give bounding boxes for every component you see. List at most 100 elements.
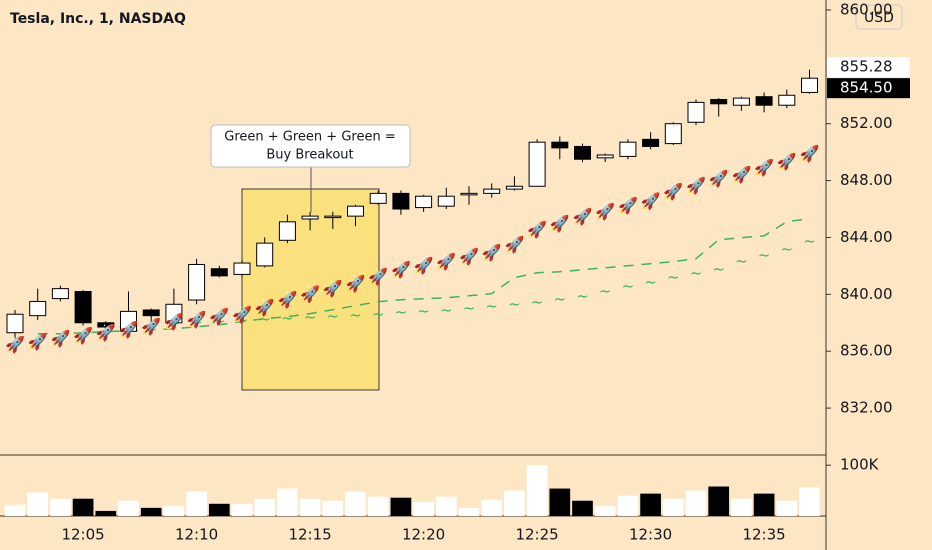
candle-body (29, 300, 47, 317)
tilde-marker: ~ (508, 295, 521, 313)
volume-bar (50, 498, 71, 516)
candle-body (233, 262, 251, 275)
candle-body (437, 195, 455, 207)
volume-bar (118, 500, 139, 516)
rocket-marker: 🚀 (731, 165, 751, 184)
rocket-marker: 🚀 (527, 220, 547, 239)
tilde-marker: ~ (622, 277, 635, 295)
currency-label[interactable]: USD (864, 10, 894, 26)
candle-body (188, 263, 206, 301)
volume-bar (322, 500, 344, 516)
candle-body (256, 242, 274, 267)
candle-body (165, 303, 183, 324)
currency-badge[interactable] (855, 4, 903, 30)
volume-bar (140, 507, 162, 516)
tilde-marker: ~ (395, 303, 408, 321)
candle-body (51, 288, 69, 300)
candle-body (801, 77, 818, 93)
x-tick-label: 12:35 (742, 526, 785, 544)
x-tick-label: 12:05 (61, 526, 104, 544)
candle-body (301, 215, 319, 220)
volume-bar (708, 486, 730, 516)
volume-bar (731, 498, 752, 516)
volume-bar (458, 507, 480, 516)
rocket-marker: 🚀 (28, 332, 48, 351)
candle-body (278, 221, 296, 241)
volume-bar (526, 465, 548, 516)
rocket-marker: 🚀 (709, 169, 729, 188)
candle-body (483, 188, 501, 194)
candle-body (710, 99, 728, 105)
volume-bar (504, 490, 525, 516)
rocket-marker: 🚀 (595, 202, 615, 221)
rocket-marker: 🚀 (686, 176, 706, 195)
y-tick-label: 840.00 (840, 285, 893, 303)
volume-bar (208, 503, 230, 516)
volume-layer (4, 465, 820, 516)
rocket-marker: 🚀 (255, 298, 275, 317)
rocket-marker: 🚀 (368, 267, 388, 286)
tilde-marker: ~ (667, 268, 680, 286)
volume-bar (231, 503, 253, 516)
price-label-box (827, 57, 910, 78)
tilde-marker: ~ (690, 264, 703, 282)
price-label: 855.28 (840, 58, 893, 76)
volume-bar (27, 492, 49, 516)
candle-body (6, 313, 24, 334)
tilde-marker: ~ (712, 260, 725, 278)
x-tick-label: 12:15 (288, 526, 331, 544)
y-tick-label: 848.00 (840, 171, 893, 189)
tilde-marker: ~ (644, 273, 657, 291)
layers: ~~~~~~~~~~~~~~~~~~~~~~~~~~~~~🚀🚀🚀🚀🚀🚀🚀🚀🚀🚀🚀… (4, 69, 820, 516)
price-label-box (827, 78, 910, 99)
rocket-marker: 🚀 (73, 326, 93, 345)
price-label: 854.50 (840, 79, 893, 97)
volume-bar (254, 498, 276, 516)
rocket-marker: 🚀 (346, 274, 366, 293)
tilde-marker: ~ (440, 301, 453, 319)
y-tick-label: 852.00 (840, 114, 893, 132)
volume-bar (481, 499, 503, 516)
rocket-marker: 🚀 (754, 158, 774, 177)
rocket-marker: 🚀 (5, 335, 25, 354)
callout-box (210, 124, 411, 168)
candle-body (97, 322, 115, 328)
volume-bar (662, 498, 684, 516)
rocket-marker: 🚀 (663, 182, 683, 201)
candle-body (642, 138, 660, 147)
rocket-marker: 🚀 (414, 256, 434, 275)
candle-body (664, 123, 682, 145)
candle-body (687, 101, 705, 123)
candle-body (755, 96, 773, 106)
y-tick-label: 832.00 (840, 399, 893, 417)
tilde-marker: ~ (599, 282, 612, 300)
tilde-marker: ~ (463, 299, 476, 317)
volume-bar (345, 491, 366, 516)
rocket-marker: 🚀 (300, 284, 320, 303)
candle-body (74, 290, 92, 324)
tilde-marker: ~ (281, 309, 294, 327)
tilde-marker: ~ (417, 302, 430, 320)
volume-tick-label: 100K (840, 456, 880, 474)
tilde-marker: ~ (327, 307, 340, 325)
rocket-marker: 🚀 (391, 260, 411, 279)
volume-bar (390, 497, 412, 516)
volume-bar (163, 505, 185, 516)
candle-body (460, 192, 478, 196)
candle-body (732, 97, 750, 106)
y-tick-label: 836.00 (840, 342, 893, 360)
tilde-marker: ~ (554, 290, 567, 308)
rocket-marker: 🚀 (504, 235, 524, 254)
tilde-marker: ~ (735, 252, 748, 270)
tilde-marker: ~ (349, 306, 362, 324)
volume-bar (685, 490, 707, 516)
tilde-marker: ~ (781, 240, 794, 258)
dashed-line (37, 217, 810, 335)
tilde-marker: ~ (258, 310, 271, 328)
candle-body (120, 310, 137, 332)
candle-body (369, 192, 387, 204)
rocket-marker: 🚀 (232, 305, 252, 324)
rocket-marker: 🚀 (209, 307, 229, 326)
candle-body (415, 195, 433, 209)
